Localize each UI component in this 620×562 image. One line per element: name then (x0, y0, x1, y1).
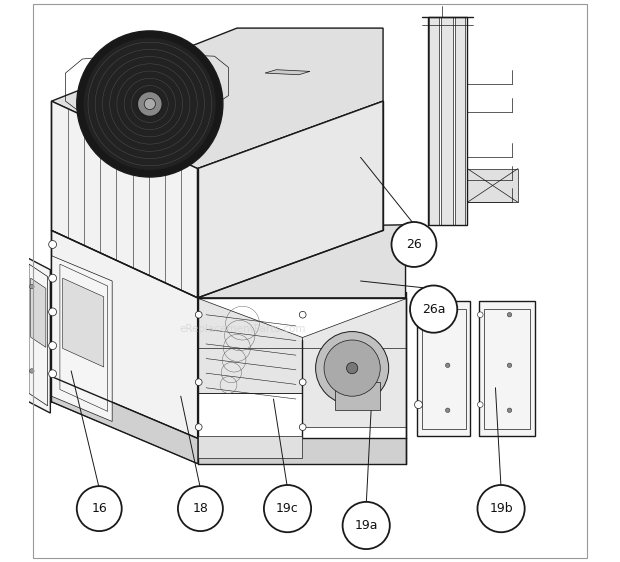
Text: 19c: 19c (276, 502, 299, 515)
Circle shape (507, 312, 512, 317)
Polygon shape (24, 256, 50, 413)
Circle shape (30, 369, 34, 373)
Circle shape (195, 311, 202, 318)
Circle shape (144, 98, 156, 110)
Circle shape (477, 402, 483, 407)
Polygon shape (467, 169, 518, 202)
Circle shape (178, 486, 223, 531)
Circle shape (299, 424, 306, 430)
Circle shape (30, 284, 34, 289)
Text: 19b: 19b (489, 502, 513, 515)
Polygon shape (198, 438, 405, 464)
Polygon shape (198, 101, 383, 298)
Circle shape (415, 316, 422, 324)
Polygon shape (479, 301, 535, 436)
Text: 16: 16 (91, 502, 107, 515)
Polygon shape (51, 28, 383, 169)
Circle shape (316, 332, 389, 405)
Polygon shape (51, 101, 198, 298)
Polygon shape (265, 70, 310, 75)
Circle shape (410, 285, 457, 333)
Circle shape (299, 379, 306, 386)
Circle shape (415, 401, 422, 409)
Circle shape (445, 363, 450, 368)
Circle shape (84, 38, 216, 170)
Circle shape (138, 92, 162, 116)
Circle shape (507, 363, 512, 368)
Text: 26: 26 (406, 238, 422, 251)
Polygon shape (301, 298, 405, 427)
Circle shape (299, 311, 306, 318)
Polygon shape (455, 17, 464, 225)
Polygon shape (441, 17, 453, 225)
Circle shape (77, 486, 122, 531)
Circle shape (195, 424, 202, 430)
Polygon shape (51, 225, 405, 298)
Polygon shape (63, 278, 104, 367)
Circle shape (48, 342, 56, 350)
Text: 26a: 26a (422, 302, 445, 316)
Circle shape (77, 31, 223, 177)
Circle shape (48, 274, 56, 282)
Polygon shape (51, 256, 112, 422)
Circle shape (507, 408, 512, 413)
Polygon shape (417, 301, 470, 436)
Polygon shape (198, 101, 383, 298)
Polygon shape (51, 377, 198, 464)
Circle shape (195, 379, 202, 386)
Circle shape (445, 408, 450, 413)
Polygon shape (198, 436, 301, 458)
Circle shape (324, 340, 380, 396)
Circle shape (48, 370, 56, 378)
Polygon shape (51, 230, 198, 438)
Circle shape (48, 308, 56, 316)
Circle shape (347, 362, 358, 374)
Circle shape (391, 222, 436, 267)
Polygon shape (30, 278, 46, 347)
Circle shape (445, 312, 450, 317)
Circle shape (477, 312, 483, 318)
Circle shape (48, 241, 56, 248)
Text: 19a: 19a (355, 519, 378, 532)
Polygon shape (198, 298, 301, 393)
Polygon shape (335, 382, 380, 410)
Circle shape (264, 485, 311, 532)
Circle shape (343, 502, 390, 549)
Polygon shape (429, 17, 439, 225)
Circle shape (477, 485, 525, 532)
Text: 18: 18 (192, 502, 208, 515)
Text: eReplacementParts.com: eReplacementParts.com (179, 324, 306, 334)
